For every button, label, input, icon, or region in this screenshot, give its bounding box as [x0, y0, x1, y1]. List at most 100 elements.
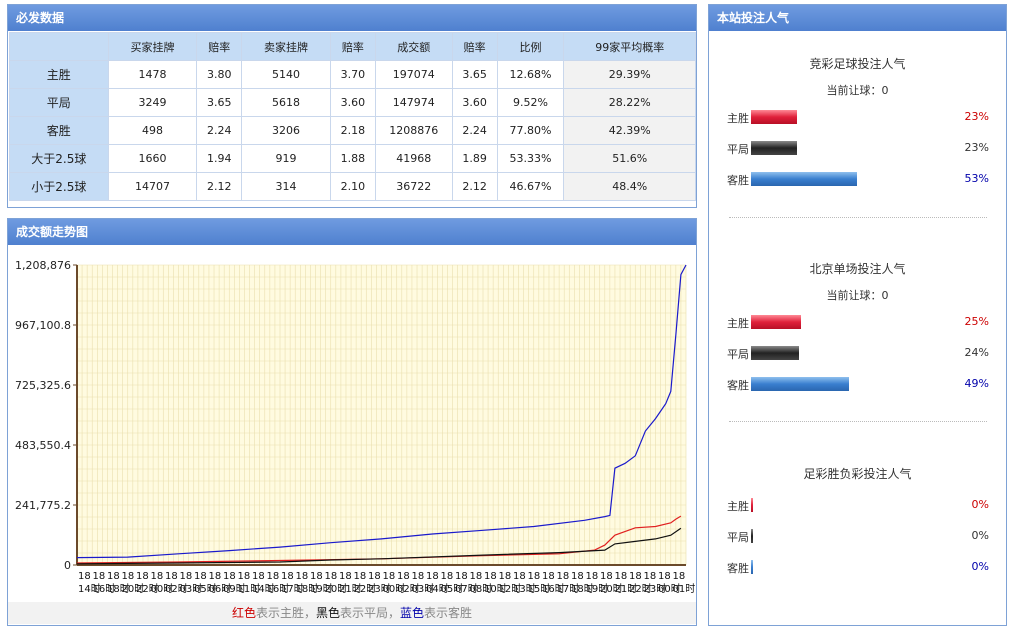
popularity-bar	[751, 498, 753, 512]
x-tick-label-bottom: 13时	[513, 583, 536, 595]
series-line	[76, 515, 682, 564]
x-tick-label-top: 18	[310, 571, 323, 582]
x-tick-label-bottom: 03时	[412, 583, 435, 595]
table-cell: 3.65	[196, 88, 243, 117]
table-cell: 1.89	[451, 144, 498, 173]
section-title: 竞彩足球投注人气	[809, 57, 906, 71]
table-cell: 77.80%	[496, 116, 565, 145]
x-tick-label-bottom: 06时	[209, 583, 232, 595]
bifa-data-panel: 必发数据 买家挂牌 赔率 卖家挂牌 赔率 成交额 赔率 比例 99家平均概率 主…	[7, 4, 697, 208]
x-tick-label-top: 18	[325, 571, 338, 582]
x-tick-label-bottom: 22时	[629, 583, 652, 595]
x-tick-label-bottom: 19时	[310, 583, 333, 595]
x-tick-label-bottom: 18时	[571, 583, 594, 595]
x-tick-label-bottom: 05时	[441, 583, 464, 595]
table-cell: 1660	[107, 144, 198, 173]
popularity-bar	[751, 560, 753, 574]
x-tick-label-top: 18	[600, 571, 613, 582]
header-cell	[9, 32, 109, 61]
x-tick-label-top: 18	[528, 571, 541, 582]
row-label: 主胜	[727, 500, 749, 513]
popularity-row: 平局 0%	[727, 527, 989, 545]
header-cell: 赔率	[329, 32, 376, 61]
popularity-bar	[751, 110, 797, 124]
x-tick-label-top: 18	[644, 571, 657, 582]
x-tick-label-bottom: 14时	[78, 583, 101, 595]
row-header-cell: 大于2.5球	[9, 144, 109, 173]
table-cell: 5140	[241, 60, 331, 89]
table-cell: 3206	[241, 116, 331, 145]
x-tick-label-top: 18	[368, 571, 381, 582]
row-header-cell: 主胜	[9, 60, 109, 89]
x-tick-label-bottom: 17时	[557, 583, 580, 595]
popularity-row: 客胜 49%	[727, 375, 989, 393]
x-tick-label-top: 18	[194, 571, 207, 582]
x-tick-label-bottom: 17时	[281, 583, 304, 595]
x-tick-label-top: 18	[267, 571, 280, 582]
x-tick-label-bottom: 19时	[586, 583, 609, 595]
row-label: 平局	[727, 531, 749, 544]
table-cell: 2.10	[329, 172, 376, 201]
x-tick-label-top: 18	[412, 571, 425, 582]
x-tick-label-top: 18	[615, 571, 628, 582]
popularity-row: 客胜 0%	[727, 558, 989, 576]
table-cell: 5618	[241, 88, 331, 117]
row-header-cell: 客胜	[9, 116, 109, 145]
x-tick-label-top: 18	[354, 571, 367, 582]
table-cell: 41968	[374, 144, 453, 173]
table-cell: 197074	[374, 60, 453, 89]
table-cell: 3.60	[329, 88, 376, 117]
bifa-data-table: 买家挂牌 赔率 卖家挂牌 赔率 成交额 赔率 比例 99家平均概率 主胜 1478…	[9, 32, 696, 201]
row-percent: 24%	[964, 346, 989, 359]
series-line	[76, 264, 687, 559]
x-tick-label-bottom: 15时	[528, 583, 551, 595]
x-tick-label-top: 18	[151, 571, 164, 582]
header-cell: 比例	[496, 32, 565, 61]
section-title: 北京单场投注人气	[809, 262, 906, 276]
bifa-data-title: 必发数据	[8, 5, 696, 31]
chart-legend: 红色表示主胜，黑色表示平局，蓝色表示客胜	[8, 602, 696, 624]
legend-blue-text: 表示客胜	[424, 606, 473, 620]
table-cell: 1.94	[196, 144, 243, 173]
row-percent: 23%	[964, 110, 989, 123]
header-cell: 买家挂牌	[107, 32, 198, 61]
turnover-chart-title: 成交额走势图	[8, 219, 696, 245]
x-tick-label-top: 18	[122, 571, 135, 582]
table-cell: 314	[241, 172, 331, 201]
table-row: 主胜 1478 3.80 5140 3.70 197074 3.65 12.68% 29.39%	[9, 60, 696, 89]
x-tick-label-top: 18	[339, 571, 352, 582]
x-tick-label-bottom: 20时	[600, 583, 623, 595]
x-tick-label-top: 18	[658, 571, 671, 582]
header-cell: 赔率	[451, 32, 498, 61]
header-cell: 99家平均概率	[563, 32, 696, 61]
legend-black-word: 黑色	[315, 606, 340, 620]
row-label: 主胜	[727, 112, 749, 125]
table-cell: 29.39%	[563, 60, 696, 89]
x-tick-label-bottom: 05时	[194, 583, 217, 595]
site-popularity-panel: 本站投注人气 竞彩足球投注人气 当前让球：0 主胜 23% 平局 23% 客胜 …	[708, 4, 1007, 626]
y-tick-label: 967,100.8	[15, 319, 71, 332]
table-cell: 51.6%	[563, 144, 696, 173]
table-cell: 2.12	[196, 172, 243, 201]
table-cell: 1478	[107, 60, 198, 89]
table-cell: 3.65	[451, 60, 498, 89]
table-cell: 1.88	[329, 144, 376, 173]
table-cell: 919	[241, 144, 331, 173]
popularity-row: 主胜 25%	[727, 313, 989, 331]
x-tick-label-bottom: 14时	[252, 583, 275, 595]
zucai-popularity-section: 足彩胜负彩投注人气	[709, 465, 1006, 482]
table-cell: 147974	[374, 88, 453, 117]
row-label: 客胜	[727, 379, 749, 392]
x-tick-label-bottom: 20时	[122, 583, 145, 595]
x-tick-label-top: 18	[397, 571, 410, 582]
x-tick-label-top: 18	[383, 571, 396, 582]
turnover-chart: 0 241,775.2 483,550.4 725,325.6 967,100.8 1,2…	[15, 259, 695, 595]
x-tick-label-top: 18	[426, 571, 439, 582]
table-cell: 9.52%	[496, 88, 565, 117]
y-tick-label: 0	[64, 559, 71, 572]
legend-black-text: 表示平局，	[340, 606, 401, 620]
x-tick-label-bottom: 16时	[542, 583, 565, 595]
table-cell: 48.4%	[563, 172, 696, 201]
x-tick-label-top: 18	[542, 571, 555, 582]
x-tick-label-top: 18	[296, 571, 309, 582]
